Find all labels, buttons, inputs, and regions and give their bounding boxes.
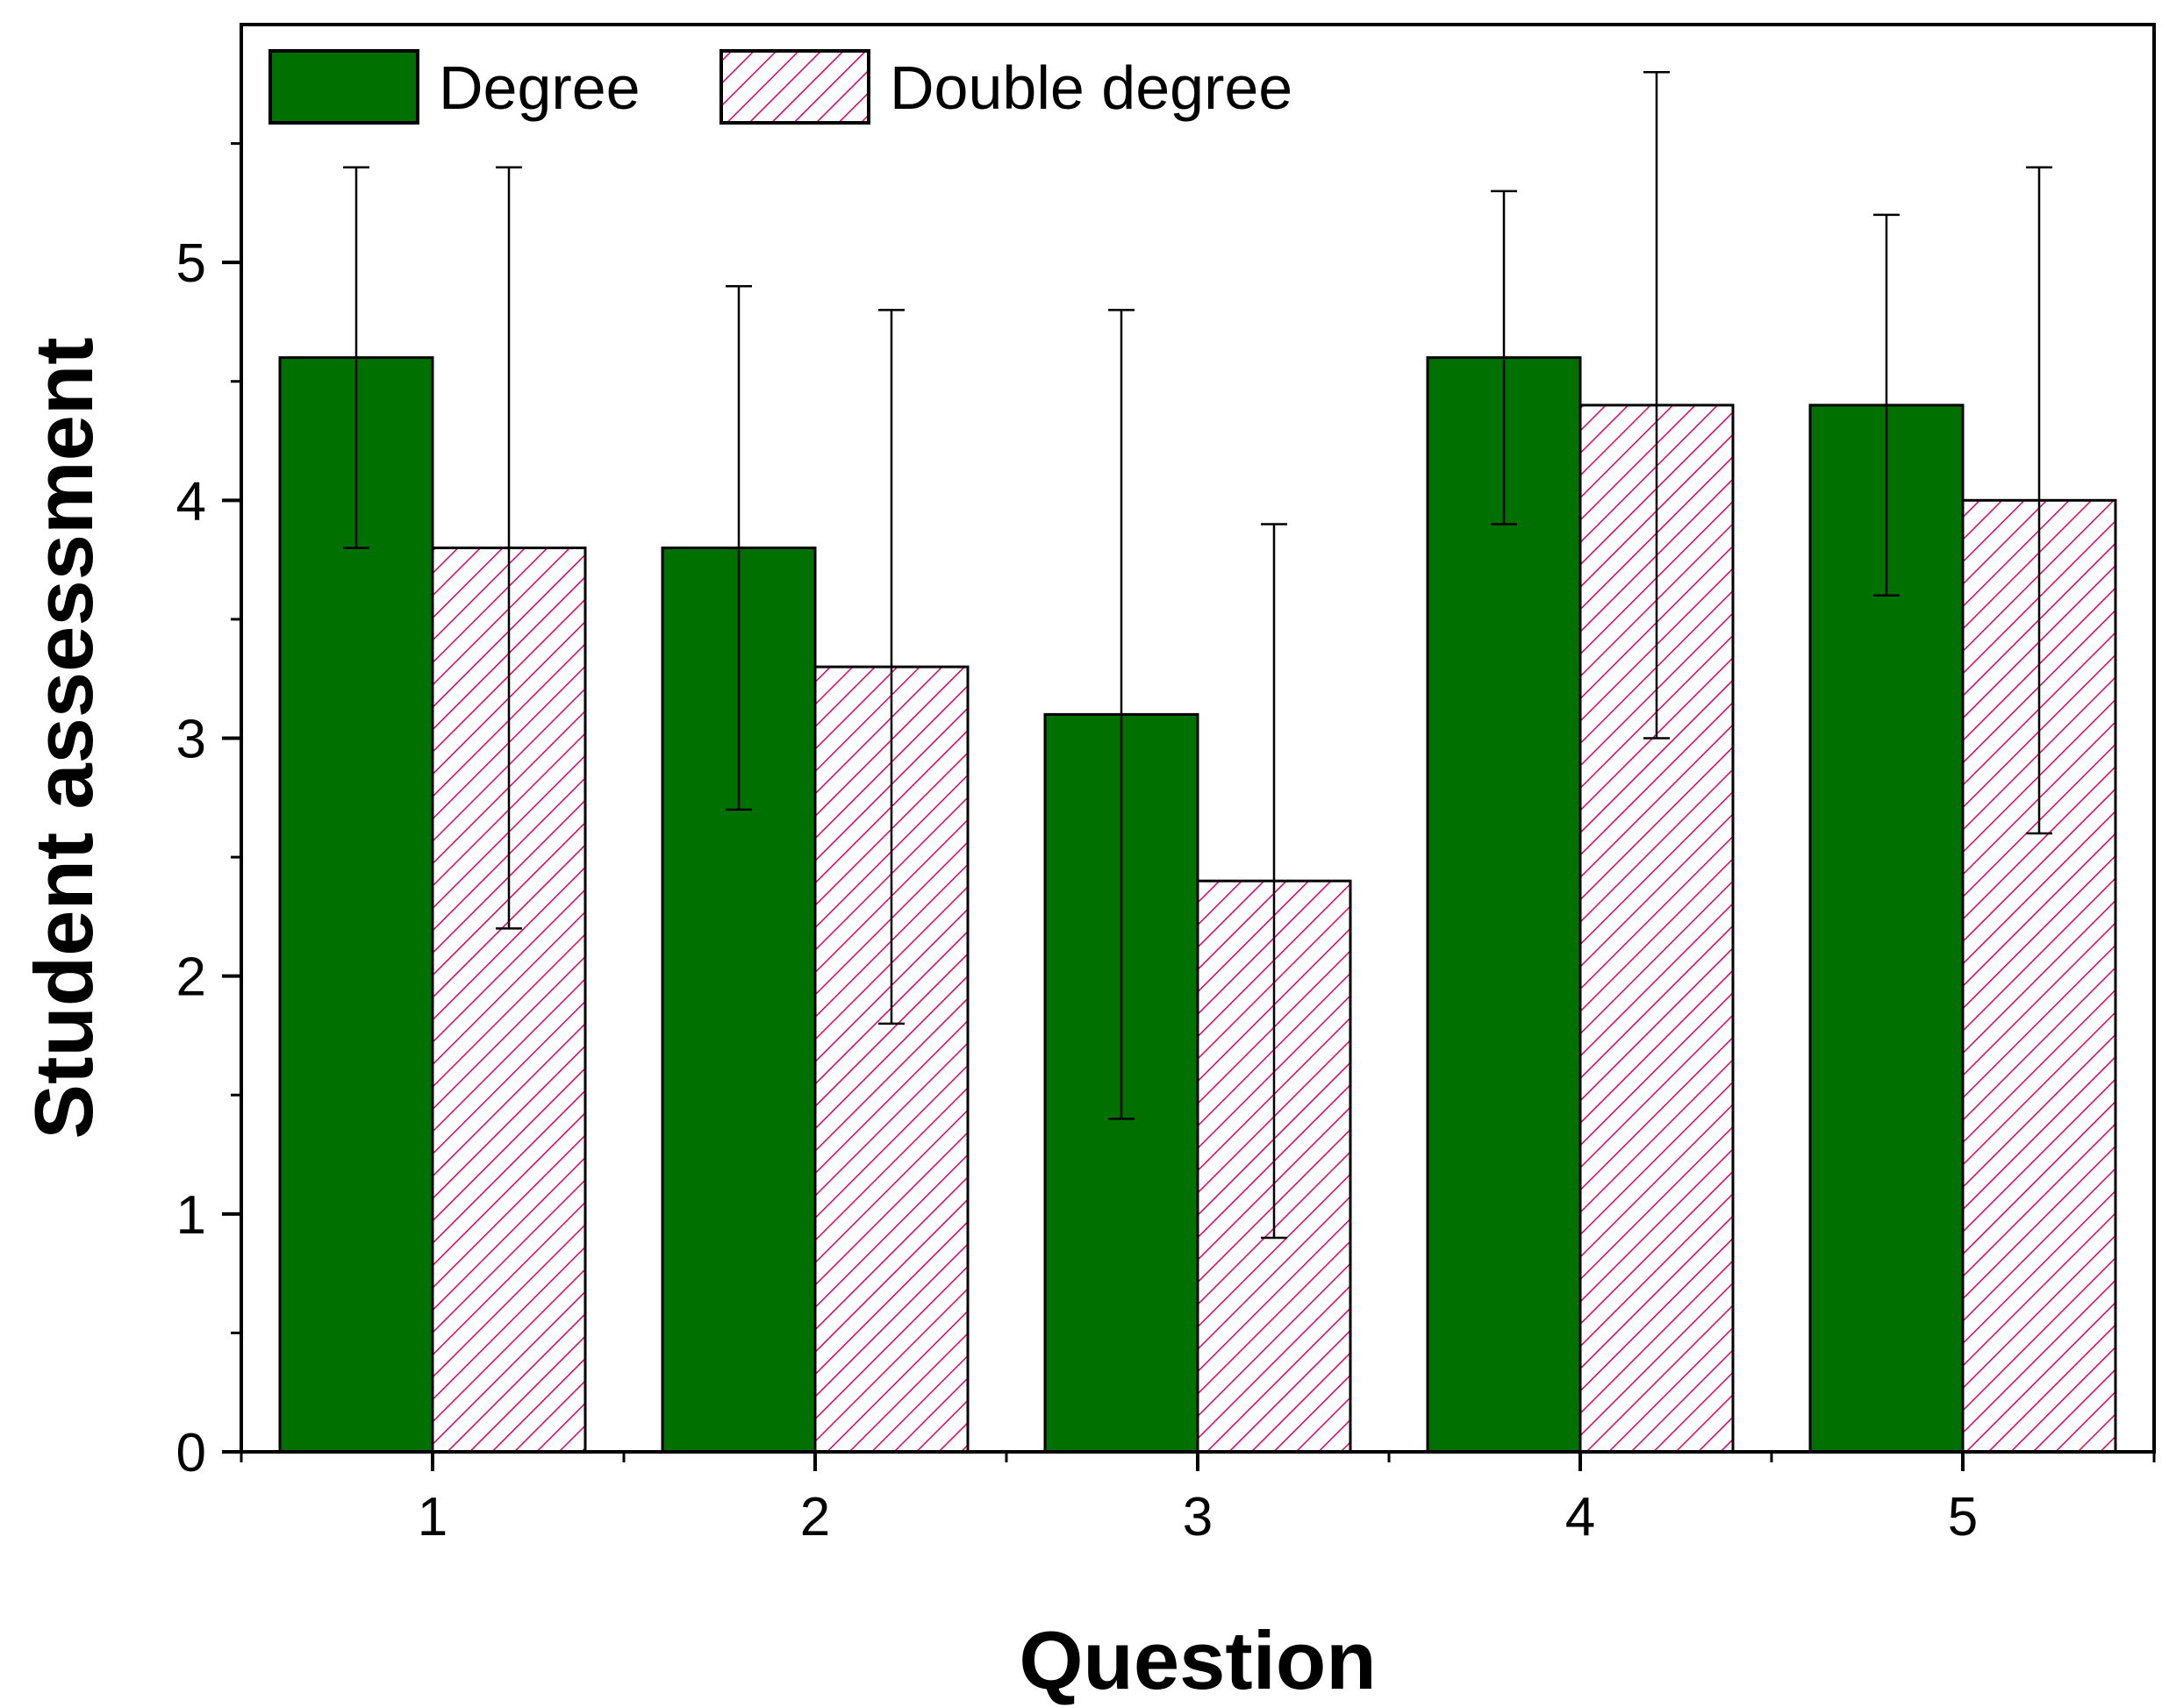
x-tick-label-5: 5 [1948,1487,1978,1547]
legend-label-double-degree: Double degree [890,54,1292,122]
axes-layer: 1 2 3 4 5 0 1 2 3 4 5 [176,142,2156,1547]
x-tick-label-2: 2 [800,1487,830,1547]
y-tick-label-0: 0 [176,1423,206,1483]
bars-layer [278,356,2117,1454]
error-bars-layer [343,70,2052,1240]
y-axis-title: Student assessment [18,337,110,1139]
x-tick-label-3: 3 [1183,1487,1213,1547]
y-tick-label-2: 2 [176,947,206,1008]
x-tick-label-4: 4 [1565,1487,1595,1547]
y-tick-label-3: 3 [176,710,206,770]
legend: Degree Double degree [268,49,1292,125]
x-tick-label-1: 1 [418,1487,447,1547]
y-tick-label-5: 5 [176,233,206,294]
legend-swatch-degree [268,49,419,125]
y-tick-label-1: 1 [176,1185,206,1246]
legend-swatch-double-degree [719,49,870,125]
x-axis-title: Question [1019,1614,1376,1706]
legend-label-degree: Degree [439,54,641,122]
y-tick-label-4: 4 [176,471,206,532]
